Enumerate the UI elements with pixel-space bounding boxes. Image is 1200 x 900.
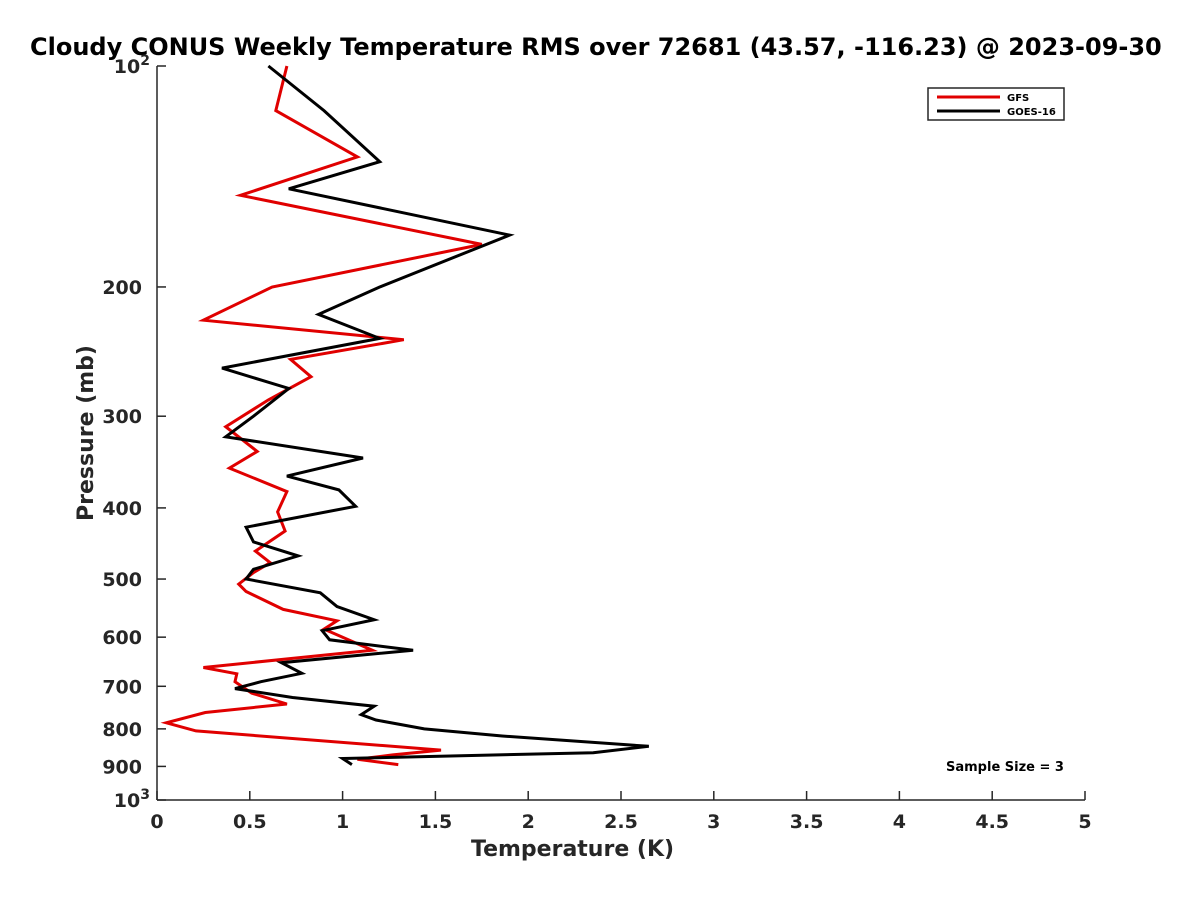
legend: GFS GOES-16 xyxy=(927,87,1065,121)
y-tick-label: 600 xyxy=(102,627,142,649)
y-tick-label: 102 xyxy=(114,53,150,78)
y-tick-label: 200 xyxy=(102,277,142,299)
x-tick-label: 4 xyxy=(893,811,906,833)
chart-title: Cloudy CONUS Weekly Temperature RMS over… xyxy=(30,33,1162,61)
y-tick-label: 400 xyxy=(102,498,142,520)
legend-label: GFS xyxy=(1007,93,1029,104)
legend-box xyxy=(927,87,1065,121)
x-tick-label: 2.5 xyxy=(604,811,638,833)
x-tick-label: 2 xyxy=(522,811,535,833)
y-tick-label-exponent: 3 xyxy=(140,787,150,803)
x-tick-label: 3.5 xyxy=(790,811,824,833)
y-tick-label: 300 xyxy=(102,406,142,428)
x-tick-label: 1 xyxy=(336,811,349,833)
x-tick-label: 5 xyxy=(1078,811,1091,833)
y-tick-label: 900 xyxy=(102,756,142,778)
x-tick-label: 0.5 xyxy=(233,811,267,833)
y-tick-label: 800 xyxy=(102,719,142,741)
x-tick-label: 1.5 xyxy=(419,811,453,833)
y-tick-label: 103 xyxy=(114,787,150,812)
y-tick-label-base: 10 xyxy=(114,56,140,78)
x-axis-label: Temperature (K) xyxy=(471,837,674,862)
series-line-gfs xyxy=(160,65,483,767)
x-tick-label: 4.5 xyxy=(975,811,1009,833)
series-line-goes-16 xyxy=(221,64,649,766)
legend-label: GOES-16 xyxy=(1007,107,1056,118)
y-tick-label: 500 xyxy=(102,569,142,591)
y-tick-label: 700 xyxy=(102,676,142,698)
x-tick-label: 3 xyxy=(707,811,720,833)
y-tick-label-exponent: 2 xyxy=(140,53,150,69)
x-tick-label: 0 xyxy=(150,811,163,833)
y-tick-label-base: 10 xyxy=(114,790,140,812)
plot-series xyxy=(160,64,649,767)
sample-size-annotation: Sample Size = 3 xyxy=(946,760,1064,775)
y-axis-label: Pressure (mb) xyxy=(74,345,99,521)
x-axis-ticks: 0 0.5 1 1.5 2 2.5 3 3.5 4 4.5 5 xyxy=(150,791,1092,833)
